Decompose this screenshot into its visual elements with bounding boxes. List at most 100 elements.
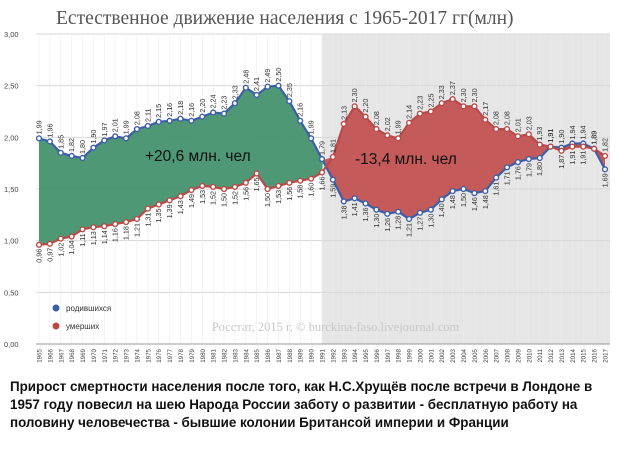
x-tick-label: 1980 — [200, 348, 207, 362]
data-point — [460, 185, 467, 193]
x-tick-label: 2013 — [559, 348, 566, 362]
legend-label-births: родившихся — [66, 304, 111, 313]
annotation-loss: -13,4 млн. чел — [355, 151, 457, 168]
data-label: 1,82 — [67, 138, 76, 152]
data-label: 1,26 — [383, 218, 392, 232]
data-label: 1,97 — [100, 122, 109, 136]
data-label: 1,80 — [78, 140, 87, 154]
x-tick-label: 1997 — [385, 348, 392, 362]
y-tick-label: 0,00 — [4, 340, 19, 349]
x-tick-label: 1974 — [134, 348, 141, 362]
data-label: 1,89 — [590, 131, 599, 145]
data-point — [340, 198, 347, 205]
data-label: 2,30 — [470, 88, 479, 102]
data-label: 1,36 — [361, 207, 370, 221]
data-label: 1,27 — [415, 217, 424, 231]
data-point — [558, 147, 565, 154]
y-tick-label: 2,00 — [4, 133, 19, 142]
data-label: 1,60 — [307, 183, 316, 197]
data-point — [79, 226, 86, 233]
x-tick-label: 1984 — [243, 348, 250, 362]
data-point — [101, 137, 108, 144]
data-point — [46, 240, 53, 247]
data-point — [384, 132, 391, 139]
data-point — [188, 186, 195, 194]
loss-area — [322, 99, 605, 219]
data-label: 2,18 — [176, 101, 185, 115]
data-label: 2,08 — [372, 111, 381, 125]
legend-marker-births — [52, 304, 60, 312]
data-label: 1,30 — [426, 214, 435, 228]
data-point — [133, 215, 141, 223]
data-point — [362, 200, 369, 207]
data-label: 1,11 — [78, 233, 87, 246]
data-point — [286, 98, 293, 105]
data-point — [68, 233, 75, 240]
y-tick-label: 1,50 — [4, 185, 19, 194]
data-point — [405, 215, 413, 223]
data-label: 2,50 — [274, 68, 283, 82]
data-point — [351, 103, 358, 110]
data-point — [210, 109, 217, 116]
data-label: 2,30 — [459, 88, 468, 102]
data-point — [46, 138, 53, 145]
data-label: 1,99 — [35, 120, 44, 134]
data-point — [275, 82, 282, 89]
data-label: 2,30 — [350, 88, 359, 102]
data-label: 2,16 — [187, 103, 196, 117]
x-tick-label: 2017 — [603, 348, 610, 362]
data-point — [514, 159, 522, 166]
data-label: 1,58 — [296, 185, 305, 199]
data-label: 1,49 — [187, 194, 196, 208]
data-point — [493, 125, 500, 133]
data-point — [122, 135, 130, 142]
axes: 0,00 0,50 1,00 1,50 2,00 2,50 3,00 1965 1966 1967… — [4, 30, 610, 363]
data-point — [133, 125, 141, 133]
data-label: 2,16 — [296, 103, 305, 117]
y-tick-label: 2,50 — [4, 82, 19, 91]
data-label: 1,56 — [241, 187, 250, 201]
data-label: 2,35 — [285, 83, 294, 97]
x-tick-label: 1990 — [309, 348, 316, 362]
data-label: 2,33 — [437, 85, 446, 99]
y-tick-label: 1,00 — [4, 237, 19, 246]
data-label: 2,15 — [154, 104, 163, 118]
x-tick-label: 1978 — [178, 348, 185, 362]
watermark: Росстат, 2015 г, © burckina-faso.livejou… — [212, 320, 460, 334]
x-tick-label: 1967 — [58, 348, 65, 362]
data-point — [395, 135, 402, 142]
data-label: 1,80 — [535, 162, 544, 176]
data-label: 1,85 — [56, 135, 65, 149]
data-label: 2,08 — [503, 111, 512, 125]
data-label: 2,08 — [492, 111, 501, 125]
data-label: 2,02 — [383, 117, 392, 131]
data-label: 1,48 — [448, 195, 457, 209]
data-point — [166, 117, 173, 124]
data-point — [112, 133, 119, 140]
data-point — [264, 83, 271, 90]
data-label: 1,65 — [252, 178, 261, 192]
data-point — [264, 185, 271, 193]
data-label: 2,49 — [263, 69, 272, 83]
x-tick-label: 1968 — [69, 348, 76, 362]
data-point — [493, 174, 500, 181]
data-point — [210, 183, 217, 191]
data-label: 1,89 — [590, 131, 599, 145]
x-tick-label: 1973 — [124, 348, 131, 362]
data-point — [591, 145, 598, 152]
data-point — [438, 100, 445, 107]
data-point — [329, 176, 336, 183]
x-tick-label: 2004 — [461, 348, 468, 362]
data-point — [155, 118, 162, 125]
x-tick-label: 1977 — [167, 348, 174, 362]
x-tick-label: 1966 — [47, 348, 54, 362]
data-point — [373, 125, 380, 133]
data-label: 2,41 — [252, 77, 261, 91]
data-point — [449, 187, 456, 195]
data-label: 1,04 — [67, 241, 76, 255]
data-point — [57, 235, 64, 242]
data-label: 2,17 — [481, 102, 490, 116]
data-point — [35, 241, 43, 248]
x-tick-label: 2010 — [526, 348, 533, 362]
legend-label-deaths: умерших — [66, 322, 99, 331]
